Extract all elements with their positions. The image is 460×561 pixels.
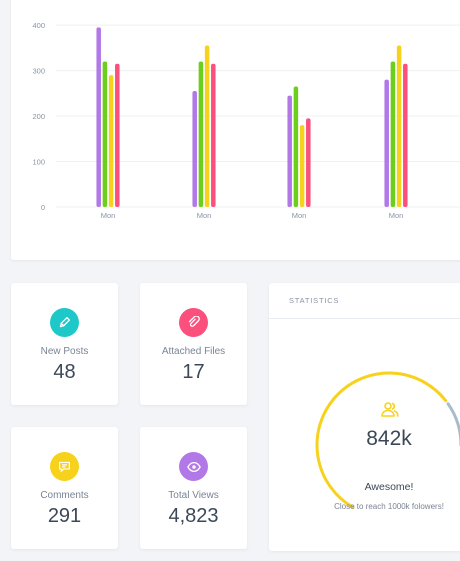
- paperclip-icon: [179, 308, 208, 337]
- x-tick-label: Mon: [292, 211, 307, 220]
- bar[interactable]: [306, 118, 311, 207]
- y-tick-label: 200: [32, 112, 45, 121]
- y-tick-label: 400: [32, 21, 45, 30]
- bar[interactable]: [96, 27, 101, 207]
- new-posts-value: 48: [53, 361, 76, 383]
- bar-chart: 0 100 200 300 400 Mon Mon Mon Mon: [32, 21, 460, 220]
- bar[interactable]: [192, 91, 197, 207]
- comments-value: 291: [47, 505, 82, 527]
- gauge-progress-arc: [315, 371, 448, 509]
- chat-icon: [50, 452, 79, 481]
- attached-files-label: Attached Files: [161, 346, 226, 357]
- statistics-header: STATISTICS: [269, 283, 460, 319]
- statistics-card: STATISTICS 842k Awesome! Close to reach …: [269, 283, 460, 551]
- bar[interactable]: [204, 45, 210, 207]
- followers-gauge: [315, 371, 460, 509]
- followers-count: 842k: [366, 427, 412, 450]
- y-tick-label: 300: [32, 67, 45, 76]
- total-views-label: Total Views: [168, 490, 219, 501]
- bar[interactable]: [108, 75, 114, 207]
- bar[interactable]: [102, 61, 108, 207]
- bar[interactable]: [287, 95, 292, 207]
- statistics-title: Awesome!: [364, 481, 414, 493]
- comments-card[interactable]: Comments 291: [11, 427, 118, 549]
- bar[interactable]: [403, 63, 408, 207]
- bar[interactable]: [198, 61, 204, 207]
- x-tick-label: Mon: [389, 211, 404, 220]
- bar[interactable]: [115, 63, 120, 207]
- attached-files-value: 17: [182, 361, 205, 383]
- new-posts-card[interactable]: New Posts 48: [11, 283, 118, 405]
- comments-label: Comments: [40, 490, 89, 501]
- users-icon: [381, 401, 399, 422]
- x-tick-label: Mon: [101, 211, 116, 220]
- bar[interactable]: [211, 63, 216, 207]
- total-views-value: 4,823: [168, 505, 219, 527]
- gauge-track-arc: [446, 402, 460, 447]
- eye-icon: [179, 452, 208, 481]
- bar[interactable]: [396, 45, 402, 207]
- bar[interactable]: [293, 86, 299, 207]
- y-tick-label: 100: [32, 158, 45, 167]
- bar[interactable]: [384, 79, 389, 207]
- y-tick-label: 0: [41, 203, 45, 212]
- x-tick-label: Mon: [197, 211, 212, 220]
- new-posts-label: New Posts: [40, 346, 89, 357]
- bar-chart-card: 0 100 200 300 400 Mon Mon Mon Mon: [11, 0, 460, 260]
- bar[interactable]: [299, 125, 305, 207]
- pencil-icon: [50, 308, 79, 337]
- bar[interactable]: [390, 61, 396, 207]
- attached-files-card[interactable]: Attached Files 17: [140, 283, 247, 405]
- total-views-card[interactable]: Total Views 4,823: [140, 427, 247, 549]
- statistics-subtitle: Close to reach 1000k folowers!: [334, 502, 444, 511]
